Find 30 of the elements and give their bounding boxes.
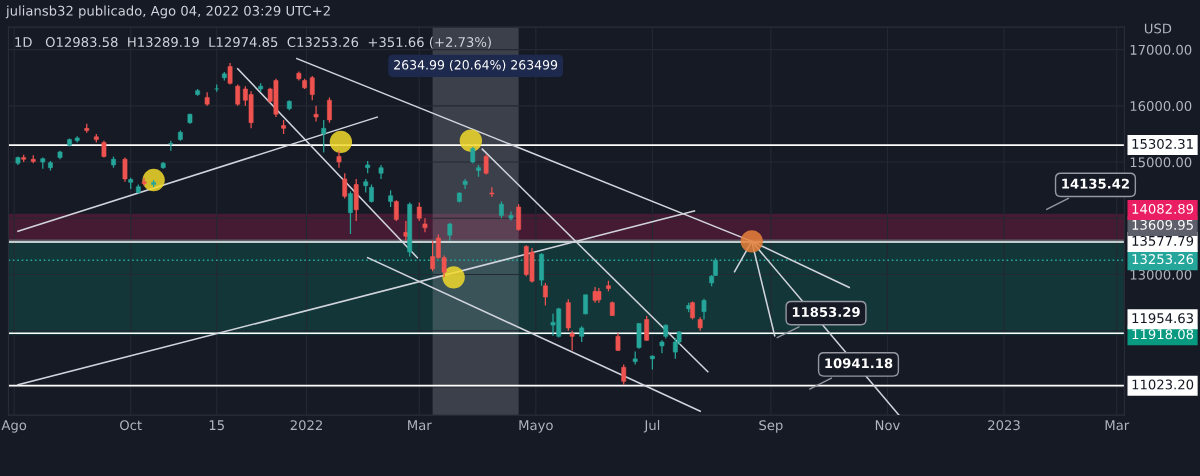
ref-line-label: 11954.63 bbox=[1132, 313, 1193, 324]
annotation: 11853.29 bbox=[792, 307, 860, 317]
x-tick-label: Oct bbox=[120, 420, 142, 431]
x-tick-label: Mar bbox=[1105, 420, 1130, 431]
x-tick-label: Sep bbox=[759, 420, 783, 433]
annotation: 10941.18 bbox=[825, 358, 893, 369]
band-label: 14082.89 bbox=[1132, 203, 1194, 214]
y-tick-label: 17000.00 bbox=[1130, 44, 1192, 55]
y-tick-label: 13000.00 bbox=[1130, 269, 1192, 280]
x-tick-label: Mar bbox=[408, 420, 432, 431]
x-tick-label: Nov bbox=[875, 420, 900, 431]
annotation: 14135.42 bbox=[1062, 178, 1129, 189]
y-tick-label: 16000.00 bbox=[1130, 101, 1192, 112]
x-tick-label: Ago bbox=[1, 420, 27, 433]
x-tick-label: Jul bbox=[643, 419, 660, 433]
y-tick-label: 15000.00 bbox=[1130, 157, 1192, 168]
band-label: 2634.99 (20.64%) 263499 bbox=[394, 59, 558, 72]
y-axis-title: USD bbox=[1144, 23, 1172, 34]
band-label: 11918.08 bbox=[1132, 329, 1194, 340]
x-tick-label: 2022 bbox=[290, 420, 322, 431]
x-tick-label: Mayo bbox=[519, 420, 553, 433]
ref-line-label: 13253.26 bbox=[1132, 254, 1194, 265]
x-tick-label: 2023 bbox=[988, 420, 1020, 431]
ref-line-label: 11023.20 bbox=[1132, 379, 1194, 390]
ref-line-label: 13577.79 bbox=[1132, 235, 1194, 246]
ref-line-label: 15302.31 bbox=[1132, 138, 1193, 149]
x-tick-label: 15 bbox=[209, 420, 224, 431]
chart-title: juliansb32 publicado, Ago 04, 2022 03:29 UTC+2 bbox=[5, 5, 330, 19]
ref-line-label: 13609.95 bbox=[1132, 219, 1193, 230]
text: 1D O12983.58 H13289.19 L12974.85 C13253.26 +351.66 (+2.73%) bbox=[15, 36, 491, 49]
